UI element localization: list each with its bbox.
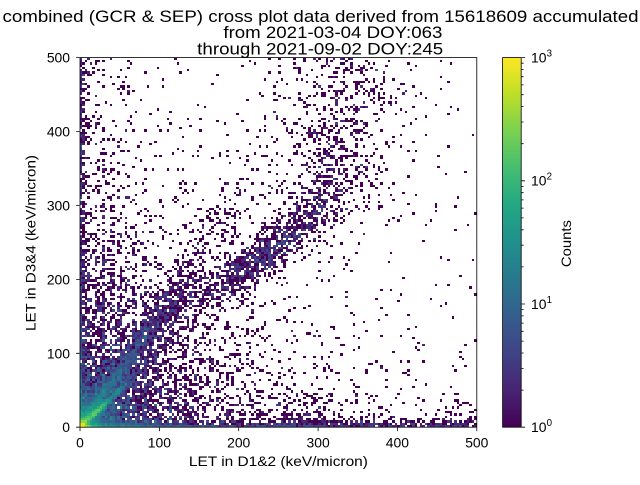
svg-text:1: 1: [547, 295, 552, 306]
svg-text:0: 0: [547, 418, 553, 429]
svg-text:400: 400: [386, 435, 409, 451]
svg-text:3: 3: [547, 48, 552, 59]
svg-text:0: 0: [62, 419, 70, 435]
svg-text:10: 10: [531, 419, 547, 435]
svg-text:100: 100: [47, 345, 70, 361]
svg-text:Counts: Counts: [558, 220, 574, 267]
svg-text:10: 10: [531, 50, 547, 66]
svg-text:500: 500: [47, 50, 70, 66]
svg-text:400: 400: [47, 124, 70, 140]
svg-text:200: 200: [47, 271, 70, 287]
svg-text:300: 300: [47, 197, 70, 213]
svg-text:300: 300: [307, 435, 330, 451]
svg-text:500: 500: [465, 435, 488, 451]
svg-text:LET in D1&2 (keV/micron): LET in D1&2 (keV/micron): [189, 453, 368, 469]
svg-text:2: 2: [547, 172, 552, 183]
svg-text:from 2021-03-04 DOY:063: from 2021-03-04 DOY:063: [223, 23, 442, 42]
svg-text:through 2021-09-02 DOY:245: through 2021-09-02 DOY:245: [197, 40, 443, 59]
svg-text:LET in D3&4 (keV/micron): LET in D3&4 (keV/micron): [23, 155, 39, 331]
svg-text:0: 0: [76, 435, 84, 451]
svg-text:10: 10: [531, 173, 547, 189]
svg-text:100: 100: [148, 435, 171, 451]
svg-text:combined (GCR & SEP) cross plo: combined (GCR & SEP) cross plot data der…: [3, 7, 639, 26]
svg-text:200: 200: [227, 435, 250, 451]
svg-text:10: 10: [531, 296, 547, 312]
